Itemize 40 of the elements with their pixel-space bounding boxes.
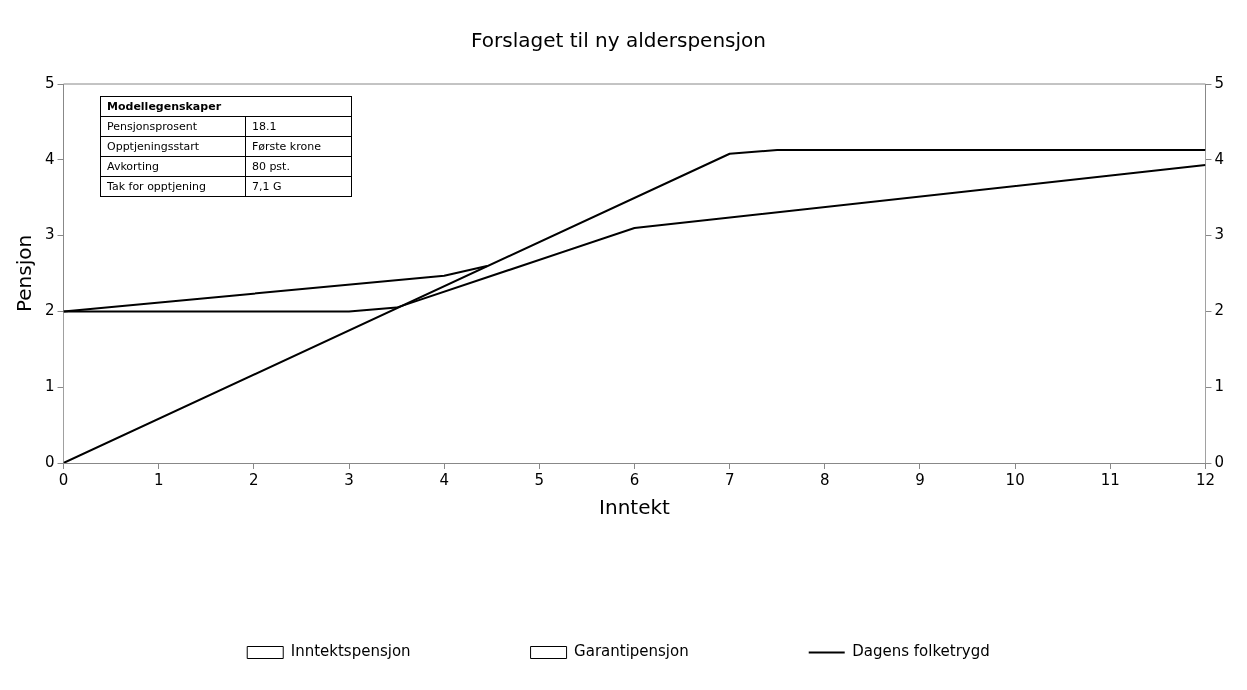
- x-axis-title: Inntekt: [599, 495, 671, 520]
- annotation: Modellegenskaper: [100, 96, 352, 117]
- y2-tick-label: 5: [1214, 73, 1224, 92]
- annotation: Første krone: [245, 136, 352, 157]
- legend-label: Inntektspensjon: [290, 642, 411, 661]
- x-tick-label: 5: [534, 470, 545, 489]
- x-tick-label: 8: [820, 470, 830, 489]
- y2-tick-label: 0: [1214, 452, 1224, 471]
- x-tick-label: 2: [249, 470, 259, 489]
- legend-label: Garantipensjon: [574, 642, 689, 661]
- legend-label: Dagens folketrygd: [852, 642, 990, 661]
- y-tick-label: 3: [45, 225, 55, 244]
- x-tick-label: 10: [1005, 470, 1025, 489]
- x-tick-label: 1: [153, 470, 164, 489]
- y2-tick-label: 3: [1214, 225, 1224, 244]
- chart-title: Forslaget til ny alderspensjon: [471, 28, 766, 53]
- y-tick-label: 5: [45, 73, 55, 92]
- x-tick-label: 7: [724, 470, 735, 489]
- y-tick-label: 2: [45, 301, 55, 320]
- y-tick-label: 0: [45, 452, 55, 471]
- y-tick-label: 1: [45, 377, 55, 396]
- annotation: 7,1 G: [245, 176, 352, 197]
- y2-tick-label: 1: [1214, 377, 1224, 396]
- y2-tick-label: 2: [1214, 301, 1224, 320]
- annotation: Opptjeningsstart: [100, 136, 246, 157]
- y-axis-title: Pensjon: [12, 234, 37, 313]
- annotation: 80 pst.: [245, 156, 352, 177]
- x-tick-label: 9: [915, 470, 925, 489]
- annotation: 18.1: [245, 116, 352, 137]
- y-tick-label: 4: [45, 149, 55, 168]
- x-tick-label: 12: [1195, 470, 1215, 489]
- x-tick-label: 6: [629, 470, 640, 489]
- x-tick-label: 3: [344, 470, 354, 489]
- annotation: Avkorting: [100, 156, 246, 177]
- y2-tick-label: 4: [1214, 149, 1224, 168]
- annotation: Pensjonsprosent: [100, 116, 246, 137]
- x-tick-label: 0: [58, 470, 69, 489]
- x-tick-label: 4: [439, 470, 449, 489]
- x-tick-label: 11: [1100, 470, 1120, 489]
- annotation: Tak for opptjening: [100, 176, 246, 197]
